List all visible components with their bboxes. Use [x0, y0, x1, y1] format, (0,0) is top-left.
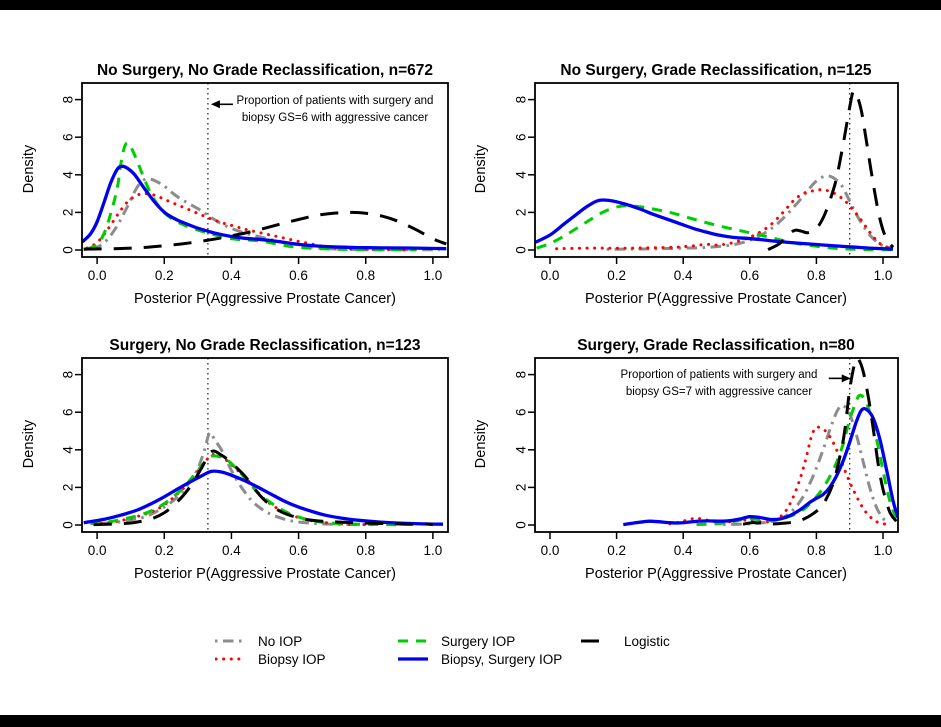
svg-text:2: 2 — [514, 484, 529, 492]
bottom-letterbox-bar — [0, 715, 941, 727]
svg-text:0.2: 0.2 — [607, 268, 626, 283]
svg-text:4: 4 — [61, 171, 76, 179]
legend-item-biopsy-iop: Biopsy IOP — [215, 651, 326, 667]
panel-title-no-surgery-no-reclass: No Surgery, No Grade Reclassification, n… — [96, 62, 434, 79]
svg-text:0.8: 0.8 — [356, 268, 375, 283]
svg-text:6: 6 — [514, 133, 529, 141]
svg-text:0.6: 0.6 — [289, 268, 308, 283]
legend-label-surgery-iop: Surgery IOP — [441, 633, 516, 649]
svg-text:8: 8 — [61, 96, 76, 104]
svg-text:0.8: 0.8 — [807, 268, 826, 283]
svg-text:6: 6 — [514, 408, 529, 416]
annotation-gs7: Proportion of patients with surgery and … — [597, 367, 841, 401]
no-iop-line-sample-icon — [215, 639, 245, 643]
legend-item-no-iop: No IOP — [215, 633, 302, 649]
svg-text:8: 8 — [61, 371, 76, 379]
legend-item-logistic: Logistic — [581, 633, 670, 649]
legend-label-no-iop: No IOP — [258, 633, 303, 649]
panel-3: 0.0 0.2 0.4 0.6 0.8 1.0 0 2 4 6 8 — [61, 357, 449, 558]
svg-text:6: 6 — [61, 133, 76, 141]
svg-text:1.0: 1.0 — [423, 268, 442, 283]
legend-label-biopsy-surgery-iop: Biopsy, Surgery IOP — [441, 651, 563, 667]
svg-text:0.4: 0.4 — [674, 543, 693, 558]
x-axis-label-panel3: Posterior P(Aggressive Prostate Cancer) — [134, 566, 396, 582]
annotation-gs6-line1: Proportion of patients with surgery and — [236, 95, 434, 107]
annotation-gs7-line1: Proportion of patients with surgery and — [620, 369, 818, 381]
top-letterbox-bar — [0, 0, 941, 10]
svg-text:0.4: 0.4 — [222, 543, 241, 558]
x-axis-label-panel2: Posterior P(Aggressive Prostate Cancer) — [585, 291, 847, 307]
y-axis-label-panel3: Density — [21, 419, 37, 469]
svg-text:0.6: 0.6 — [740, 543, 759, 558]
svg-text:0: 0 — [61, 246, 76, 254]
legend-label-biopsy-iop: Biopsy IOP — [258, 651, 326, 667]
svg-text:0.8: 0.8 — [807, 543, 826, 558]
annotation-gs6-line2: biopsy GS=6 with aggressive cancer — [241, 112, 429, 124]
svg-text:6: 6 — [61, 408, 76, 416]
svg-text:0.2: 0.2 — [155, 268, 174, 283]
svg-text:4: 4 — [514, 171, 529, 179]
biopsy-surgery-iop-line-sample-icon — [398, 657, 428, 661]
svg-text:1.0: 1.0 — [423, 543, 442, 558]
panel-2: 0.0 0.2 0.4 0.6 0.8 1.0 0 2 4 6 8 — [514, 82, 899, 283]
svg-text:0.2: 0.2 — [607, 543, 626, 558]
x-axis-label-panel1: Posterior P(Aggressive Prostate Cancer) — [134, 291, 396, 307]
svg-text:0.8: 0.8 — [356, 543, 375, 558]
biopsy-iop-line-sample-icon — [215, 657, 245, 661]
y-axis-label-panel4: Density — [473, 419, 489, 469]
svg-text:0.0: 0.0 — [88, 268, 107, 283]
panel-4: 0.0 0.2 0.4 0.6 0.8 1.0 0 2 4 6 8 — [514, 357, 899, 558]
svg-text:2: 2 — [61, 484, 76, 492]
svg-text:8: 8 — [514, 96, 529, 104]
panel-title-surgery-reclass: Surgery, Grade Reclassification, n=80 — [577, 337, 855, 354]
y-axis-label-panel2: Density — [473, 144, 489, 194]
svg-text:4: 4 — [514, 446, 529, 454]
svg-text:2: 2 — [61, 209, 76, 217]
svg-text:1.0: 1.0 — [874, 543, 893, 558]
panel-title-no-surgery-reclass: No Surgery, Grade Reclassification, n=12… — [560, 62, 872, 79]
svg-text:0: 0 — [61, 521, 76, 529]
svg-text:0.0: 0.0 — [541, 268, 560, 283]
y-axis-label-panel1: Density — [21, 144, 37, 194]
legend-item-surgery-iop: Surgery IOP — [398, 633, 515, 649]
svg-text:0.2: 0.2 — [155, 543, 174, 558]
annotation-gs6: Proportion of patients with surgery and … — [215, 93, 455, 127]
logistic-line-sample-icon — [581, 639, 611, 643]
svg-text:0.0: 0.0 — [88, 543, 107, 558]
svg-text:0: 0 — [514, 246, 529, 254]
svg-text:4: 4 — [61, 446, 76, 454]
svg-text:0.0: 0.0 — [541, 543, 560, 558]
svg-text:2: 2 — [514, 209, 529, 217]
surgery-iop-line-sample-icon — [398, 639, 428, 643]
x-axis-label-panel4: Posterior P(Aggressive Prostate Cancer) — [585, 566, 847, 582]
svg-text:0.6: 0.6 — [740, 268, 759, 283]
svg-text:0.4: 0.4 — [674, 268, 693, 283]
legend-item-biopsy-surgery-iop: Biopsy, Surgery IOP — [398, 651, 562, 667]
svg-text:1.0: 1.0 — [874, 268, 893, 283]
annotation-gs7-line2: biopsy GS=7 with aggressive cancer — [625, 386, 813, 398]
svg-text:0.4: 0.4 — [222, 268, 241, 283]
panel-title-surgery-no-reclass: Surgery, No Grade Reclassification, n=12… — [109, 337, 421, 354]
svg-text:0.6: 0.6 — [289, 543, 308, 558]
svg-text:8: 8 — [514, 371, 529, 379]
panel-1: 0.0 0.2 0.4 0.6 0.8 1.0 0 2 4 6 8 — [61, 82, 449, 283]
svg-text:0: 0 — [514, 521, 529, 529]
legend-label-logistic: Logistic — [624, 633, 670, 649]
